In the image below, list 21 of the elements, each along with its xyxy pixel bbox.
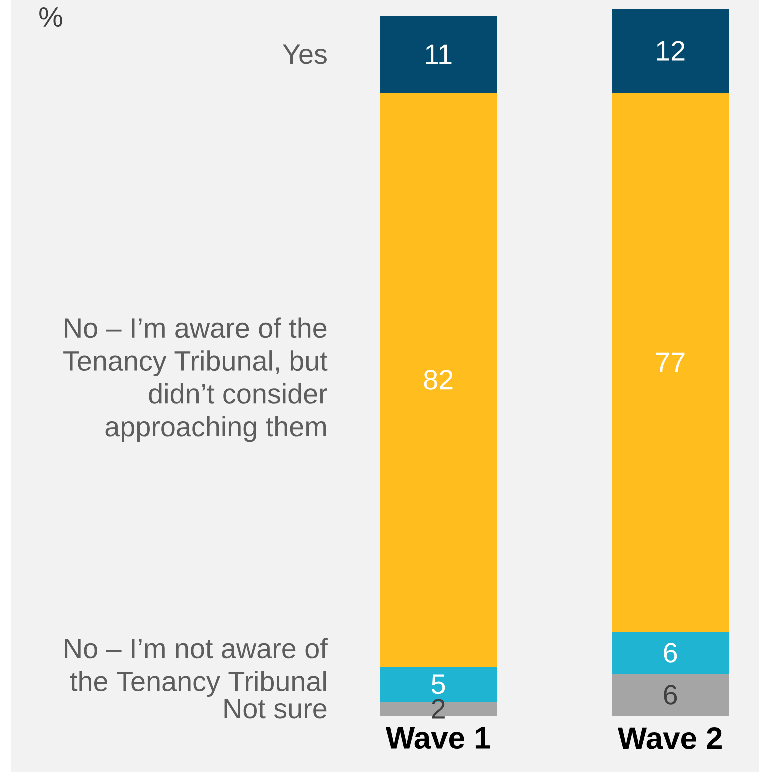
series-label: No – I’m not aware of the Tenancy Tribunal (65, 638, 328, 698)
data-label: 12 (657, 41, 685, 61)
bar (612, 674, 730, 716)
series-label: Yes (283, 44, 327, 64)
bar (380, 16, 498, 93)
bar (612, 8, 730, 93)
series-label: Not sure (224, 699, 327, 719)
bar (612, 92, 730, 632)
bar (380, 92, 498, 667)
bar (612, 632, 730, 674)
data-label: 77 (656, 352, 685, 372)
data-label: 6 (664, 643, 678, 663)
data-label: 6 (664, 685, 678, 705)
x-tick-label: Wave 1 (386, 728, 490, 750)
data-label: 11 (426, 44, 452, 64)
series-label: No – I’m aware of the Tenancy Tribunal, but didn’t consider approaching them (64, 318, 328, 442)
x-tick-label: Wave 2 (618, 728, 722, 750)
text: % (40, 8, 62, 28)
data-label: 82 (424, 370, 453, 390)
data-label: 2 (432, 699, 445, 719)
data-label: 5 (432, 674, 446, 694)
